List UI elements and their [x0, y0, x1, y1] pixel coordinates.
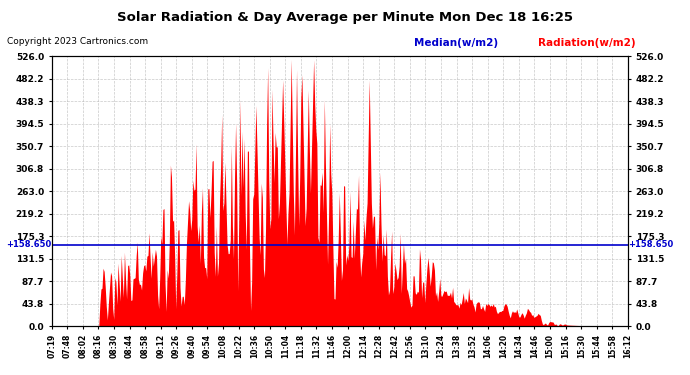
Text: +158.650: +158.650 — [6, 240, 51, 249]
Text: Median(w/m2): Median(w/m2) — [414, 38, 498, 48]
Text: Solar Radiation & Day Average per Minute Mon Dec 18 16:25: Solar Radiation & Day Average per Minute… — [117, 11, 573, 24]
Text: Copyright 2023 Cartronics.com: Copyright 2023 Cartronics.com — [7, 38, 148, 46]
Text: Radiation(w/m2): Radiation(w/m2) — [538, 38, 635, 48]
Text: +158.650: +158.650 — [629, 240, 673, 249]
